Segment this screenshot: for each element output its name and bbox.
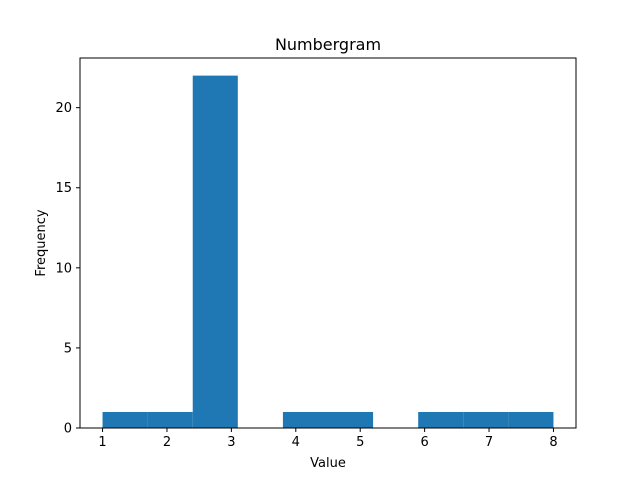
x-tick-label: 7 (485, 435, 493, 450)
y-tick-label: 15 (55, 181, 72, 196)
histogram-bar-5 (328, 411, 374, 428)
y-tick-label: 10 (55, 261, 72, 276)
x-tick-label: 5 (356, 435, 364, 450)
histogram-bar-7 (418, 411, 464, 428)
y-axis-label: Frequency (34, 209, 49, 276)
histogram-bar-9 (508, 411, 554, 428)
x-tick-label: 3 (227, 435, 235, 450)
x-tick-label: 8 (549, 435, 557, 450)
y-tick-label: 20 (55, 101, 72, 116)
y-tick-label: 0 (64, 422, 72, 437)
x-axis-label: Value (310, 456, 346, 471)
x-tick-label: 2 (163, 435, 171, 450)
plot-area-frame (79, 57, 577, 429)
histogram-bar-4 (282, 411, 328, 428)
ticks-layer: 1 2 3 4 5 6 7 8 0 5 10 15 20 (55, 101, 557, 450)
x-tick-label: 4 (292, 435, 300, 450)
chart-title: Numbergram (275, 35, 381, 54)
x-tick-label: 1 (98, 435, 106, 450)
histogram-bar-8 (463, 411, 509, 428)
histogram-bar-1 (147, 411, 193, 428)
bars-layer (102, 75, 554, 428)
x-tick-label: 6 (420, 435, 428, 450)
histogram-bar-0 (102, 411, 148, 428)
y-tick-label: 5 (64, 341, 72, 356)
histogram-bar-2 (192, 75, 238, 428)
